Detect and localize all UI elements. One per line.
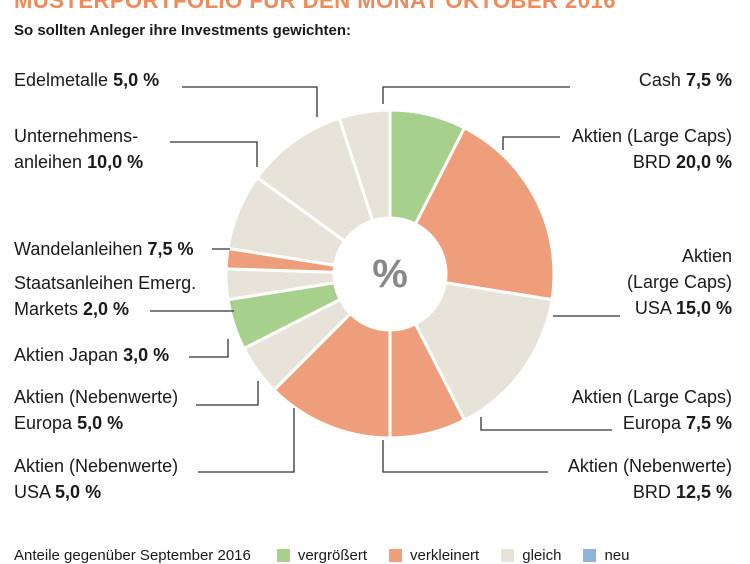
label-nw-brd-region: BRD xyxy=(632,482,671,502)
label-nw-usa-region: USA xyxy=(14,482,51,502)
label-nw-usa-value: 5,0 % xyxy=(55,482,102,502)
label-staats: Staatsanleihen Emerg. Markets 2,0 % xyxy=(14,270,196,322)
label-staats-line1: Staatsanleihen Emerg. xyxy=(14,273,197,293)
label-cash-name: Cash xyxy=(638,70,681,90)
label-nw-usa: Aktien (Nebenwerte) USA 5,0 % xyxy=(14,453,178,505)
label-lc-brd-value: 20,0 % xyxy=(675,152,732,172)
label-nw-brd: Aktien (Nebenwerte) BRD 12,5 % xyxy=(568,453,732,505)
leader-cash xyxy=(382,86,570,104)
label-lc-brd-name: Aktien (Large Caps) xyxy=(571,126,732,146)
chart-subtitle: So sollten Anleger ihre Investments gewi… xyxy=(14,22,352,39)
legend-label-vergroessert: vergrößert xyxy=(297,547,368,564)
label-lc-usa-region: USA xyxy=(634,298,671,318)
label-nw-usa-name: Aktien (Nebenwerte) xyxy=(14,456,179,476)
leader-lc-eu xyxy=(480,417,612,431)
label-staats-value: 2,0 % xyxy=(83,299,130,319)
label-staats-line2: Markets xyxy=(14,299,79,319)
label-lc-usa-line2: (Large Caps) xyxy=(626,272,732,292)
label-japan-value: 3,0 % xyxy=(123,345,170,365)
label-japan: Aktien Japan 3,0 % xyxy=(14,342,169,368)
leader-nw-brd xyxy=(382,440,548,473)
label-unt-line2: anleihen xyxy=(14,152,83,172)
label-lc-usa-value: 15,0 % xyxy=(675,298,732,318)
slice-edelmetalle xyxy=(337,108,392,223)
legend-title: Anteile gegenüber September 2016 xyxy=(14,547,251,564)
legend-swatch-vergroessert xyxy=(276,549,290,562)
leader-nw-eu xyxy=(196,381,259,406)
label-wandel-value: 7,5 % xyxy=(147,239,194,259)
label-unt-value: 10,0 % xyxy=(87,152,144,172)
label-lc-eu: Aktien (Large Caps) Europa 7,5 % xyxy=(572,384,732,436)
leader-japan xyxy=(189,339,229,358)
label-lc-eu-region: Europa xyxy=(622,413,681,433)
label-nw-eu-region: Europa xyxy=(14,413,73,433)
leader-edel xyxy=(182,86,318,117)
label-nw-eu-value: 5,0 % xyxy=(77,413,124,433)
label-nw-eu-name: Aktien (Nebenwerte) xyxy=(14,387,179,407)
label-japan-name: Aktien Japan xyxy=(14,345,119,365)
legend-label-gleich: gleich xyxy=(522,547,562,564)
slice-aktien-large-caps-brd xyxy=(413,125,556,302)
label-lc-usa: Aktien (Large Caps) USA 15,0 % xyxy=(627,243,732,321)
label-nw-eu: Aktien (Nebenwerte) Europa 5,0 % xyxy=(14,384,178,436)
label-unt-line1: Unternehmens- xyxy=(14,126,139,146)
leader-nw-usa xyxy=(198,408,295,473)
label-cash: Cash 7,5 % xyxy=(639,67,732,93)
label-lc-usa-line1: Aktien xyxy=(681,246,732,266)
label-lc-brd-region: BRD xyxy=(632,152,671,172)
label-nw-brd-name: Aktien (Nebenwerte) xyxy=(567,456,732,476)
label-nw-brd-value: 12,5 % xyxy=(675,482,732,502)
slice-aktien-large-caps-usa xyxy=(413,281,554,423)
label-cash-value: 7,5 % xyxy=(685,70,732,90)
legend-swatch-gleich xyxy=(501,549,515,562)
label-edel: Edelmetalle 5,0 % xyxy=(14,67,159,93)
center-percent: % xyxy=(372,252,408,296)
label-edel-value: 5,0 % xyxy=(113,70,160,90)
label-wandel-name: Wandelanleihen xyxy=(14,239,143,259)
legend-swatch-verkleinert xyxy=(389,549,403,562)
label-edel-name: Edelmetalle xyxy=(14,70,109,90)
label-lc-eu-name: Aktien (Large Caps) xyxy=(571,387,732,407)
legend-label-verkleinert: verkleinert xyxy=(410,547,480,564)
leader-lc-brd xyxy=(502,136,560,150)
label-wandel: Wandelanleihen 7,5 % xyxy=(14,236,193,262)
label-lc-brd: Aktien (Large Caps) BRD 20,0 % xyxy=(572,123,732,175)
legend-swatch-neu xyxy=(583,549,597,562)
label-lc-eu-value: 7,5 % xyxy=(685,413,732,433)
leader-unt xyxy=(170,141,258,167)
label-unt: Unternehmens- anleihen 10,0 % xyxy=(14,123,143,175)
chart-title: MUSTERPORTFOLIO FÜR DEN MONAT OKTOBER 20… xyxy=(14,0,617,13)
legend-label-neu: neu xyxy=(604,547,630,564)
slice-aktien-nebenwerte-brd xyxy=(271,311,392,440)
legend: Anteile gegenüber September 2016 vergröß… xyxy=(14,547,629,564)
